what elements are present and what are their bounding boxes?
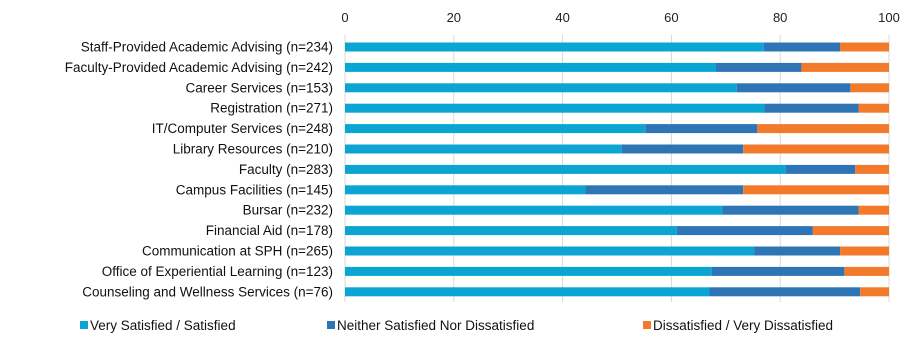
x-tick-label-40: 40 (555, 10, 569, 25)
category-label: Campus Facilities (n=145) (176, 182, 333, 197)
bar-segment-series-1-row-7 (585, 185, 744, 195)
bar-segment-series-1-row-8 (722, 205, 859, 215)
x-tick-label-100: 100 (878, 10, 900, 25)
legend-swatch (80, 321, 88, 329)
category-label: Library Resources (n=210) (173, 142, 333, 157)
category-label: Communication at SPH (n=265) (142, 244, 333, 259)
bar-segment-series-1-row-2 (736, 83, 851, 93)
bar-segment-series-1-row-11 (711, 266, 845, 276)
bar-segment-series-2-row-2 (850, 83, 889, 93)
legend-label: Very Satisfied / Satisfied (90, 318, 236, 333)
category-label: Bursar (n=232) (243, 203, 333, 218)
category-label: Counseling and Wellness Services (n=76) (82, 284, 333, 299)
legend-label: Neither Satisfied Nor Dissatisfied (337, 318, 534, 333)
bar-segment-series-2-row-9 (812, 226, 889, 236)
bar-segment-series-2-row-5 (743, 144, 889, 154)
category-label: Financial Aid (n=178) (206, 223, 333, 238)
bar-segment-series-0-row-11 (345, 266, 712, 276)
legend-item: Dissatisfied / Very Dissatisfied (643, 318, 833, 333)
bar-segment-series-2-row-3 (858, 103, 889, 113)
bar-segment-series-0-row-6 (345, 164, 786, 174)
bar-segment-series-2-row-1 (801, 62, 889, 72)
category-label: Faculty (n=283) (239, 162, 333, 177)
legend-item: Neither Satisfied Nor Dissatisfied (327, 318, 534, 333)
bar-segment-series-1-row-0 (763, 42, 841, 52)
category-label: IT/Computer Services (n=248) (152, 121, 333, 136)
legend-swatch (327, 321, 335, 329)
x-tick-label-0: 0 (341, 10, 348, 25)
bar-segment-series-0-row-10 (345, 246, 755, 256)
category-labels: Staff-Provided Academic Advising (n=234)… (65, 40, 333, 300)
category-label: Staff-Provided Academic Advising (n=234) (81, 40, 333, 55)
legend-swatch (643, 321, 651, 329)
category-label: Faculty-Provided Academic Advising (n=24… (65, 60, 333, 75)
x-tick-label-20: 20 (447, 10, 461, 25)
x-tick-label-80: 80 (773, 10, 787, 25)
bar-segment-series-2-row-4 (757, 124, 889, 134)
x-axis-ticks: 0 20 40 60 80 100 (341, 10, 899, 25)
legend: Very Satisfied / Satisfied Neither Satisf… (80, 318, 833, 333)
category-label: Office of Experiential Learning (n=123) (102, 264, 333, 279)
bar-segment-series-0-row-7 (345, 185, 586, 195)
bar-segment-series-1-row-4 (645, 124, 758, 134)
category-label: Registration (n=271) (210, 101, 333, 116)
bar-segment-series-1-row-1 (716, 62, 802, 72)
bar-segment-series-0-row-3 (345, 103, 765, 113)
bar-segment-series-0-row-9 (345, 226, 677, 236)
bar-segment-series-1-row-10 (754, 246, 841, 256)
bar-segment-series-0-row-12 (345, 287, 710, 297)
bar-segment-series-2-row-12 (860, 287, 889, 297)
x-tick-label-60: 60 (664, 10, 678, 25)
category-label: Career Services (n=153) (186, 80, 333, 95)
bar-segment-series-2-row-8 (858, 205, 889, 215)
bar-segment-series-1-row-5 (621, 144, 744, 154)
bar-segment-series-1-row-12 (709, 287, 861, 297)
bar-segment-series-0-row-4 (345, 124, 646, 134)
bars-layer (345, 42, 889, 297)
bar-segment-series-1-row-3 (764, 103, 859, 113)
bar-segment-series-2-row-7 (743, 185, 889, 195)
bar-segment-series-2-row-10 (840, 246, 889, 256)
bar-segment-series-0-row-5 (345, 144, 622, 154)
bar-segment-series-2-row-11 (844, 266, 889, 276)
bar-segment-series-2-row-6 (855, 164, 889, 174)
legend-item: Very Satisfied / Satisfied (80, 318, 236, 333)
bar-segment-series-0-row-0 (345, 42, 764, 52)
bar-segment-series-2-row-0 (840, 42, 889, 52)
bar-segment-series-0-row-2 (345, 83, 737, 93)
bar-segment-series-1-row-9 (676, 226, 813, 236)
bar-segment-series-1-row-6 (785, 164, 856, 174)
legend-label: Dissatisfied / Very Dissatisfied (653, 318, 833, 333)
bar-segment-series-0-row-1 (345, 62, 717, 72)
bar-segment-series-0-row-8 (345, 205, 723, 215)
